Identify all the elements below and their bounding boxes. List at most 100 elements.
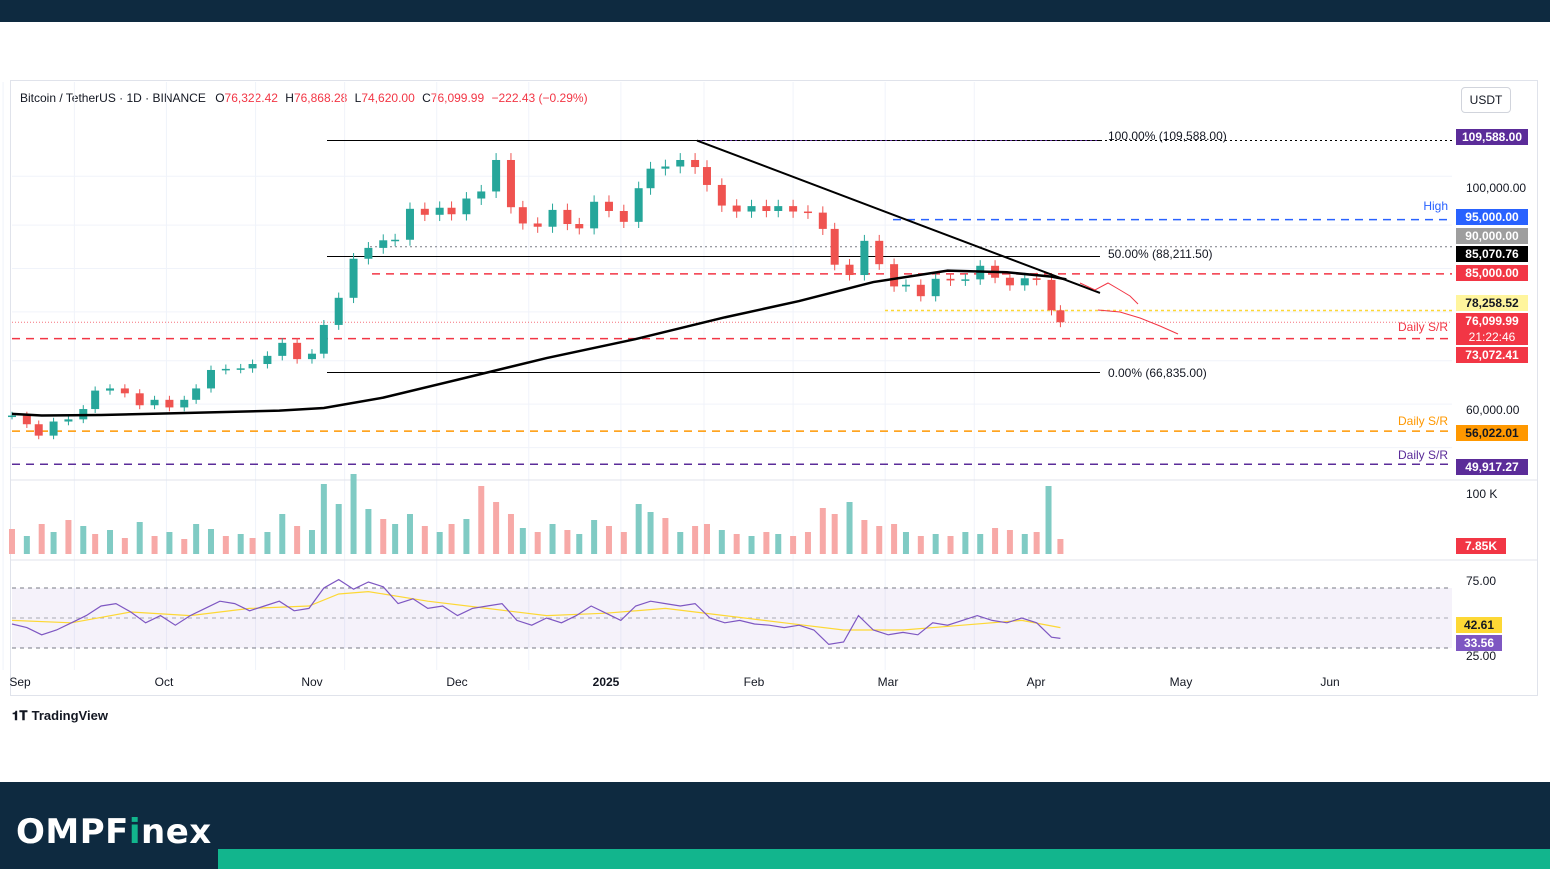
rsi-value-text: 33.56: [1464, 636, 1494, 650]
volume-bar: [151, 536, 158, 554]
volume-last-text: 7.85K: [1465, 539, 1497, 553]
candle: [192, 388, 201, 400]
volume-bar: [861, 520, 868, 554]
volume-bar: [193, 524, 200, 554]
last-price-text: 76,099.99: [1465, 314, 1519, 328]
volume-bar: [564, 530, 571, 554]
volume-bar: [107, 530, 114, 554]
rsi-line: [11, 578, 1061, 646]
candle: [1005, 277, 1014, 286]
candle: [307, 353, 316, 360]
tradingview-name: TradingView: [31, 708, 108, 723]
volume-bar: [846, 502, 853, 554]
rsi-ma-line: [11, 590, 1061, 631]
candle: [477, 191, 486, 199]
price-label-bg: [1456, 209, 1528, 225]
sma-200-line: [11, 269, 1067, 417]
price-label-text: 85,070.76: [1465, 247, 1519, 261]
candle: [575, 224, 584, 229]
candle: [236, 368, 245, 370]
price-label-text: 78,258.52: [1465, 296, 1519, 310]
candle: [747, 206, 756, 212]
currency-button[interactable]: USDT: [1461, 87, 1511, 113]
rsi-value-bg: [1456, 635, 1502, 651]
price-label-bg: [1456, 228, 1528, 244]
volume-bar: [677, 532, 684, 554]
volume-bar: [733, 534, 740, 554]
volume-bar: [804, 532, 811, 554]
candle: [890, 264, 899, 287]
volume-bar: [448, 524, 455, 554]
volume-bar: [932, 534, 939, 554]
price-chart[interactable]: 100.00% (109,588.00) 50.00% (88,211.50) 0.…: [0, 0, 1550, 700]
volume-bar: [23, 536, 30, 554]
candle: [818, 212, 827, 229]
candle: [263, 355, 272, 365]
downtrend-line: [696, 139, 1101, 294]
candle: [492, 159, 501, 192]
volume-bar: [763, 532, 770, 554]
x-tick-Feb: Feb: [744, 675, 765, 689]
candle: [278, 342, 287, 356]
x-tick-Jun: Jun: [1320, 675, 1339, 689]
candle: [435, 207, 444, 215]
candle: [180, 399, 189, 408]
high-value: 76,868.28: [293, 91, 348, 105]
volume-bar: [121, 538, 128, 554]
volume-bar: [365, 509, 372, 554]
volume-bar: [703, 524, 710, 554]
volume-bar: [421, 526, 428, 554]
x-tick-Oct: Oct: [155, 675, 174, 689]
candle: [91, 390, 100, 410]
volume-bar: [876, 526, 883, 554]
candle: [661, 166, 670, 169]
volume-last-bg: [1456, 538, 1506, 554]
last-price-bg: [1456, 313, 1528, 345]
close-label: C: [422, 91, 431, 105]
candle: [691, 159, 700, 168]
price-label-text: 49,917.27: [1465, 460, 1519, 474]
price-label-bg: [1456, 246, 1528, 262]
volume-bar: [1006, 530, 1013, 554]
price-label-85,000.00: 85,000.00: [1456, 265, 1528, 281]
volume-bar: [549, 524, 556, 554]
candle: [293, 342, 302, 360]
volume-bar: [718, 530, 725, 554]
candle: [364, 247, 373, 259]
candle: [604, 201, 613, 211]
volume-bar: [237, 534, 244, 554]
x-tick-May: May: [1170, 675, 1193, 689]
fib-100-label: 100.00% (109,588.00): [1108, 129, 1227, 143]
price-label-90,000.00: 90,000.00: [1456, 228, 1528, 244]
price-label-bg: [1456, 129, 1528, 145]
x-tick-Dec: Dec: [446, 675, 467, 689]
volume-bar: [80, 526, 87, 554]
candle: [634, 188, 643, 222]
volume-bar: [620, 532, 627, 554]
volume-bar: [831, 514, 838, 554]
high-label: H: [285, 91, 294, 105]
low-value: 74,620.00: [361, 91, 415, 105]
candle: [875, 240, 884, 265]
last-price-badge: 76,099.99 21:22:46: [1456, 313, 1528, 345]
change-value: −222.43 (−0.29%): [491, 91, 588, 105]
volume-bar: [50, 532, 57, 554]
candle: [135, 393, 144, 406]
candle: [762, 206, 771, 211]
volume-bar: [591, 520, 598, 554]
volume-bar: [249, 538, 256, 554]
volume-bar: [478, 486, 485, 554]
candle: [619, 210, 628, 222]
volume-bar: [222, 536, 229, 554]
candle: [334, 297, 343, 325]
close-value: 76,099.99: [430, 91, 485, 105]
symbol-legend: Bitcoin / TetherUS · 1D · BINANCE O76,32…: [20, 91, 588, 105]
high-label: High: [1423, 199, 1448, 213]
volume-bar: [335, 504, 342, 554]
volume-bar: [507, 514, 514, 554]
candle: [845, 264, 854, 276]
x-tick-Nov: Nov: [301, 675, 322, 689]
volume-bar: [9, 529, 15, 554]
volume-bar: [605, 526, 612, 554]
price-label-49,917.27: 49,917.27: [1456, 459, 1528, 475]
